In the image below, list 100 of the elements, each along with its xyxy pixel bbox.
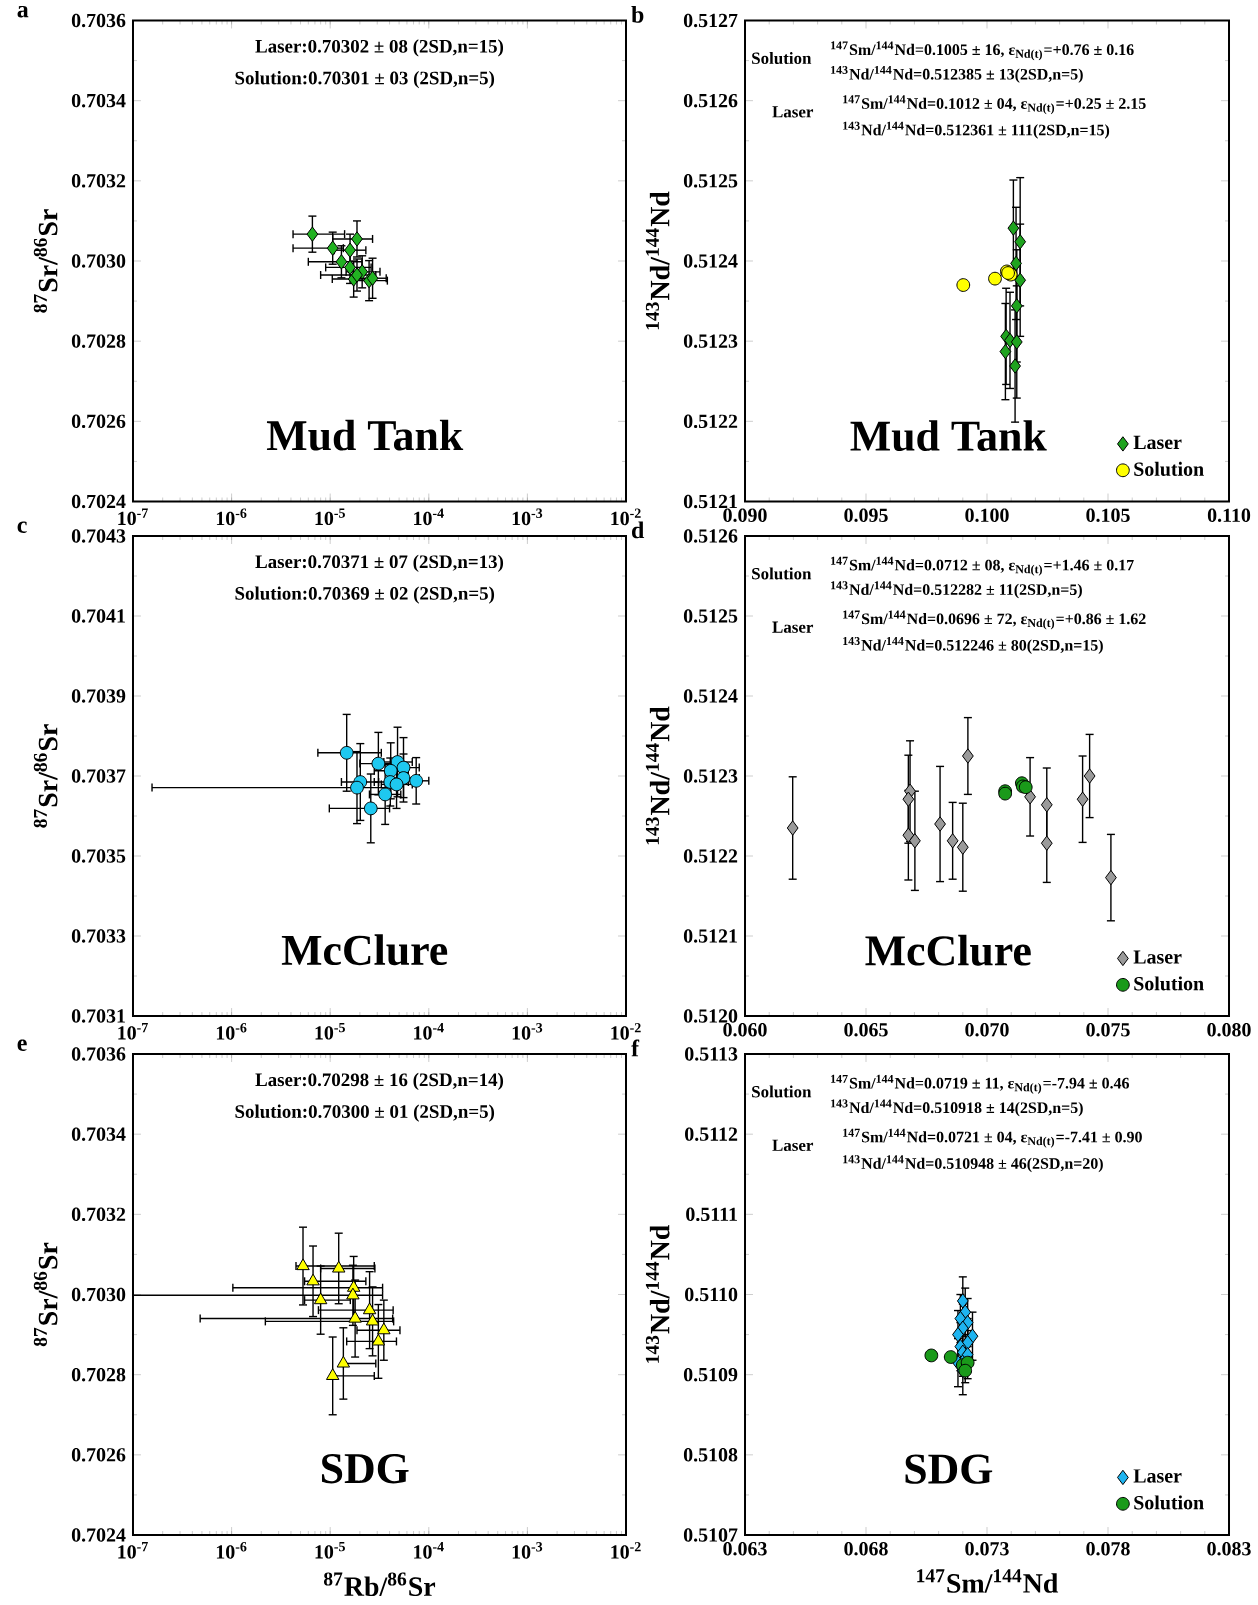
x-tick-label: 0.068 bbox=[844, 1542, 888, 1556]
annotation: Solution bbox=[752, 567, 812, 580]
y-axis-title: $^{87}$Sr/$^{86}$Sr bbox=[33, 1242, 58, 1347]
y-tick-label: 0.5125 bbox=[683, 174, 738, 188]
y-tick-label: 0.5108 bbox=[683, 1448, 738, 1462]
y-tick-label: 0.5124 bbox=[683, 254, 738, 268]
annotation: $^{143}$Nd/$^{144}$Nd=0.512385 ± 13(2SD,n=5) bbox=[831, 65, 1083, 83]
x-tick-label: 10$^{-7}$ bbox=[118, 508, 148, 526]
annotation: $^{147}$Sm/$^{144}$Nd=0.1012 ± 04, ε$_{Nd(t)}$=+0.25 ± 2.15 bbox=[843, 95, 1146, 115]
chart-title: c bbox=[17, 521, 27, 533]
annotation: Laser bbox=[772, 106, 814, 118]
x-tick-label: 10$^{-7}$ bbox=[118, 1542, 148, 1559]
chart-title: a bbox=[17, 5, 29, 18]
legend-label: Laser bbox=[1133, 950, 1182, 964]
x-tick-label: 10$^{-4}$ bbox=[414, 1542, 444, 1559]
x-tick-label: 10$^{-5}$ bbox=[315, 1023, 345, 1040]
y-tick-label: 0.5109 bbox=[683, 1367, 738, 1382]
x-tick-label: 0.105 bbox=[1086, 508, 1130, 523]
y-tick-label: 0.7035 bbox=[71, 849, 126, 863]
x-tick-label: 10$^{-2}$ bbox=[611, 1542, 641, 1559]
y-tick-label: 0.5123 bbox=[683, 769, 738, 783]
y-axis-title: $^{143}$Nd/$^{144}$Nd bbox=[645, 706, 670, 845]
y-tick-label: 0.7032 bbox=[71, 1207, 126, 1222]
annotation: Laser:0.70298 ± 16 (2SD,n=14) bbox=[255, 1072, 504, 1091]
x-tick-label: 10$^{-2}$ bbox=[611, 1023, 641, 1040]
x-tick-label: 10$^{-6}$ bbox=[216, 1023, 247, 1040]
x-axis-title: $^{147}$Sm/$^{144}$Nd bbox=[917, 1569, 1059, 1593]
x-tick-label: 10$^{-7}$ bbox=[118, 1023, 148, 1040]
legend-label: Solution bbox=[1134, 461, 1204, 476]
x-tick-label: 0.095 bbox=[844, 508, 888, 523]
y-axis-title: $^{87}$Sr/$^{86}$Sr bbox=[33, 724, 58, 828]
y-tick-label: 0.5122 bbox=[683, 849, 738, 863]
annotation: $^{147}$Sm/$^{144}$Nd=0.0696 ± 72, ε$_{Nd(t)}$=+0.86 ± 1.62 bbox=[843, 610, 1146, 630]
y-axis-title: $^{143}$Nd/$^{144}$Nd bbox=[645, 1224, 670, 1363]
chart-title: b bbox=[631, 5, 644, 23]
annotation: $^{143}$Nd/$^{144}$Nd=0.512361 ± 111(2SD,n=15) bbox=[843, 121, 1110, 139]
annotation: Solution:0.70369 ± 02 (2SD,n=5) bbox=[235, 586, 495, 604]
annotation: $^{147}$Sm/$^{144}$Nd=0.0712 ± 08, ε$_{Nd(t)}$=+1.46 ± 0.17 bbox=[831, 556, 1134, 576]
y-tick-label: 0.5126 bbox=[683, 529, 738, 543]
y-tick-label: 0.7033 bbox=[71, 929, 126, 943]
annotation: $^{143}$Nd/$^{144}$Nd=0.510948 ± 46(2SD,n=20) bbox=[843, 1155, 1103, 1173]
annotation: $^{143}$Nd/$^{144}$Nd=0.510918 ± 14(2SD,n=5) bbox=[831, 1099, 1083, 1117]
x-tick-label: 10$^{-6}$ bbox=[216, 508, 247, 526]
annotation: Solution:0.70301 ± 03 (2SD,n=5) bbox=[235, 71, 495, 89]
legend-label: Laser bbox=[1133, 1469, 1182, 1483]
y-tick-label: 0.5112 bbox=[685, 1127, 738, 1141]
annotation: Laser bbox=[772, 621, 814, 633]
y-tick-label: 0.7031 bbox=[71, 1009, 125, 1023]
y-tick-label: 0.7036 bbox=[71, 1047, 126, 1061]
x-tick-label: 0.100 bbox=[965, 508, 1009, 523]
x-tick-label: 10$^{-5}$ bbox=[315, 1542, 345, 1559]
x-tick-label: 10$^{-5}$ bbox=[315, 508, 345, 526]
x-tick-label: 0.070 bbox=[965, 1023, 1009, 1037]
x-tick-label: 10$^{-3}$ bbox=[512, 508, 543, 526]
y-tick-label: 0.7032 bbox=[71, 174, 126, 188]
annotation: $^{143}$Nd/$^{144}$Nd=0.512246 ± 80(2SD,n=15) bbox=[843, 636, 1103, 654]
legend-label: Laser bbox=[1133, 435, 1182, 450]
x-tick-label: 0.080 bbox=[1207, 1023, 1251, 1037]
x-tick-label: 0.083 bbox=[1207, 1542, 1251, 1556]
y-tick-label: 0.5111 bbox=[686, 1207, 737, 1222]
y-tick-label: 0.7043 bbox=[71, 529, 126, 543]
x-tick-label: 0.090 bbox=[723, 508, 767, 523]
y-tick-label: 0.7041 bbox=[71, 609, 125, 623]
x-tick-label: 10$^{-3}$ bbox=[512, 1542, 543, 1559]
y-tick-label: 0.5120 bbox=[683, 1009, 738, 1023]
y-tick-label: 0.7030 bbox=[71, 1287, 126, 1302]
annotation: $^{143}$Nd/$^{144}$Nd=0.512282 ± 11(2SD,n=5) bbox=[831, 581, 1082, 599]
annotation: SDG bbox=[905, 1454, 993, 1484]
y-tick-label: 0.5113 bbox=[685, 1047, 738, 1061]
y-tick-label: 0.7024 bbox=[71, 1528, 126, 1542]
x-tick-label: 0.075 bbox=[1086, 1023, 1130, 1037]
annotation: Solution bbox=[752, 1085, 812, 1098]
y-tick-label: 0.7028 bbox=[71, 1367, 126, 1382]
annotation: Laser bbox=[772, 1139, 814, 1152]
annotation: Mud Tank bbox=[266, 419, 464, 451]
legend-label: Solution bbox=[1134, 976, 1204, 991]
x-tick-label: 0.073 bbox=[965, 1542, 1009, 1556]
y-tick-label: 0.5125 bbox=[683, 609, 738, 623]
y-tick-label: 0.5110 bbox=[685, 1287, 738, 1302]
x-tick-label: 0.060 bbox=[723, 1023, 767, 1037]
x-tick-label: 0.110 bbox=[1207, 508, 1251, 523]
y-tick-label: 0.5124 bbox=[683, 689, 738, 703]
y-tick-label: 0.7028 bbox=[71, 334, 126, 348]
annotation: SDG bbox=[321, 1453, 409, 1484]
x-tick-label: 0.065 bbox=[844, 1023, 888, 1037]
y-tick-label: 0.5121 bbox=[683, 929, 737, 943]
y-tick-label: 0.7026 bbox=[71, 414, 126, 429]
chart-title: e bbox=[17, 1039, 27, 1051]
y-tick-label: 0.7030 bbox=[71, 254, 126, 268]
annotation: Laser:0.70302 ± 08 (2SD,n=15) bbox=[255, 39, 504, 57]
y-tick-label: 0.5121 bbox=[683, 494, 737, 509]
y-tick-label: 0.7036 bbox=[71, 13, 126, 28]
chart-title: f bbox=[631, 1039, 640, 1057]
x-tick-label: 10$^{-4}$ bbox=[414, 1023, 444, 1040]
y-tick-label: 0.5123 bbox=[683, 334, 738, 348]
annotation: Solution:0.70300 ± 01 (2SD,n=5) bbox=[235, 1104, 495, 1122]
y-axis-title: $^{143}$Nd/$^{144}$Nd bbox=[645, 191, 670, 330]
y-tick-label: 0.5122 bbox=[683, 414, 738, 429]
y-tick-label: 0.7034 bbox=[71, 1127, 126, 1141]
x-axis-title: $^{87}$Rb/$^{86}$Sr bbox=[323, 1572, 436, 1597]
